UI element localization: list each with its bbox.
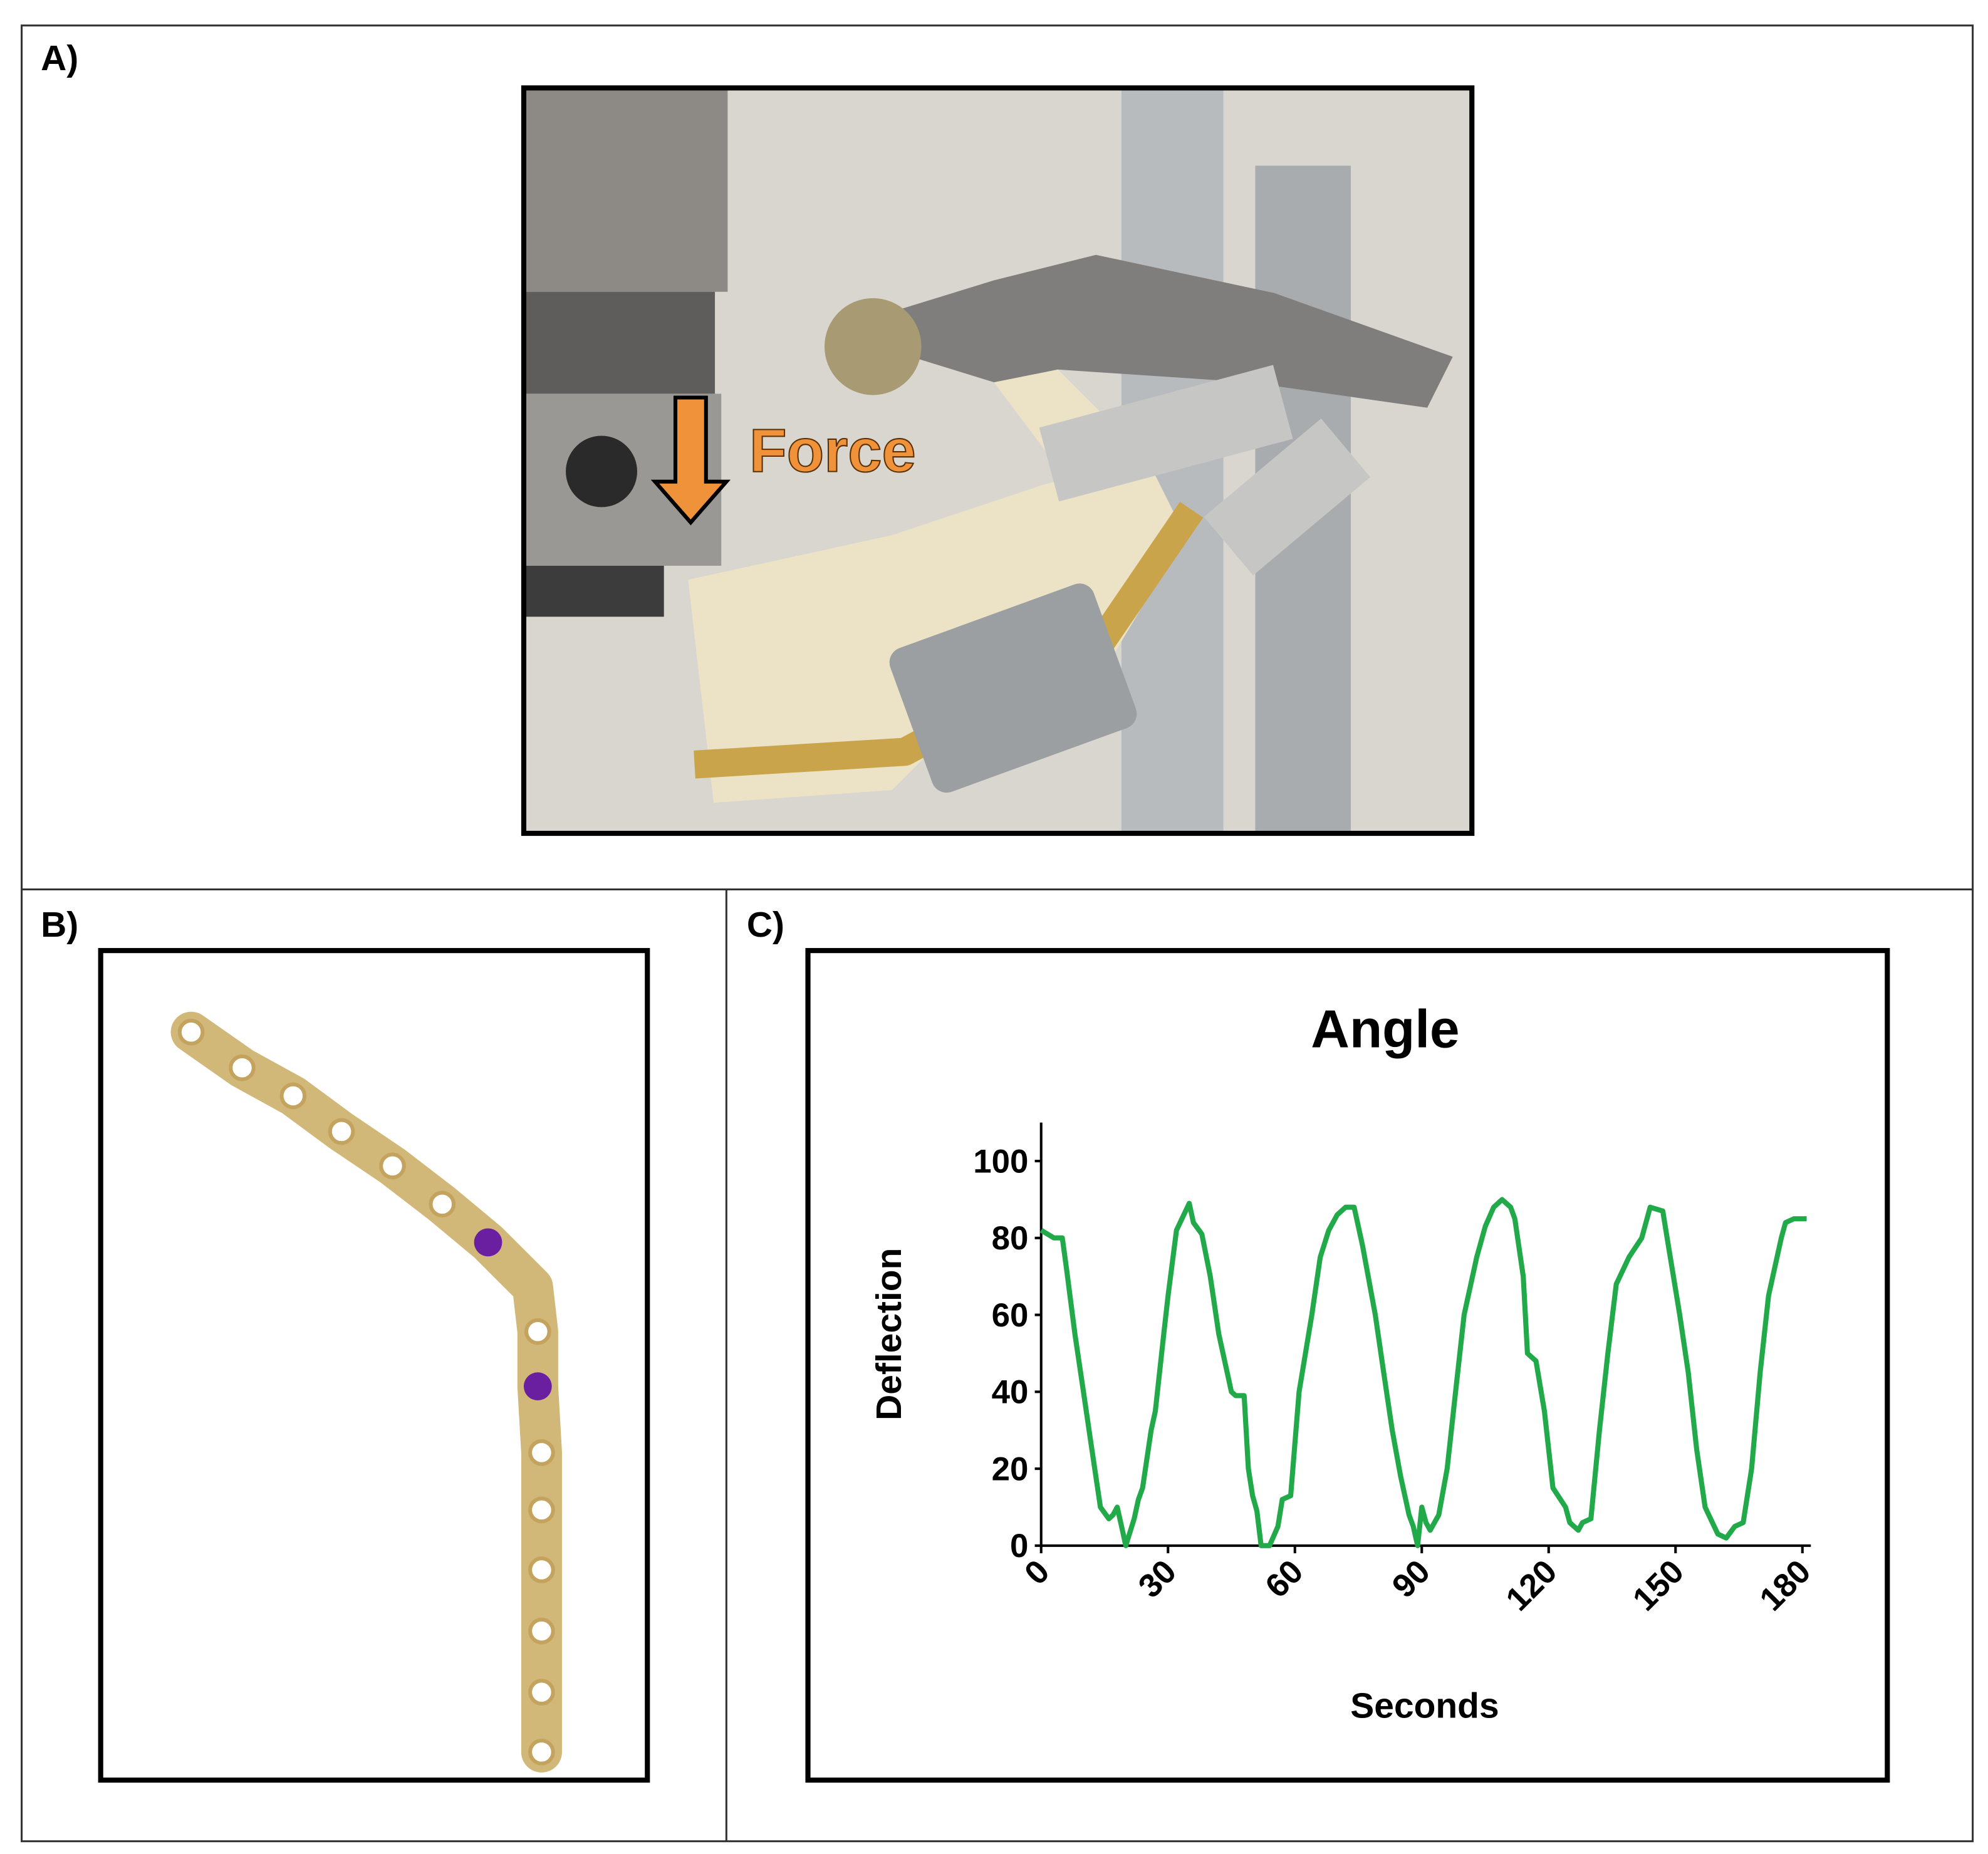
y-tick-label: 100 <box>973 1143 1028 1180</box>
panel-label: B) <box>41 905 78 945</box>
panel-label: A) <box>41 38 78 78</box>
sensor <box>889 583 1137 793</box>
screw <box>474 1228 502 1257</box>
machine <box>523 291 716 394</box>
panel-label: C) <box>747 905 784 945</box>
bracket <box>1039 365 1293 502</box>
x-axis-title: Seconds <box>1350 1685 1499 1726</box>
knob <box>824 298 922 395</box>
y-tick-label: 40 <box>992 1374 1029 1411</box>
screw <box>523 1372 552 1401</box>
y-tick-label: 0 <box>1010 1528 1028 1565</box>
machine <box>523 88 728 292</box>
photo-frame <box>521 85 1475 836</box>
photo-frame <box>98 948 650 1783</box>
y-tick-label: 20 <box>992 1450 1029 1487</box>
y-tick-label: 80 <box>992 1220 1029 1257</box>
data-line <box>1039 1197 1807 1548</box>
bracket <box>1204 418 1371 576</box>
plate-holes <box>177 1018 555 1766</box>
plate-photo <box>98 948 650 1783</box>
y-tick-label: 60 <box>992 1297 1029 1334</box>
plate <box>170 1011 562 1773</box>
photo: Force <box>521 85 1475 836</box>
y-axis-title: Deflection <box>869 1248 909 1420</box>
chart-frame <box>805 948 1890 1783</box>
force-arrow <box>650 395 731 526</box>
chart-title: Angle <box>1311 1000 1459 1060</box>
bolt <box>566 435 637 508</box>
clamp <box>828 254 1453 408</box>
force-label: Force <box>749 416 916 484</box>
outer-border <box>21 24 1974 1843</box>
mandible <box>688 459 1185 803</box>
machine <box>523 565 664 617</box>
